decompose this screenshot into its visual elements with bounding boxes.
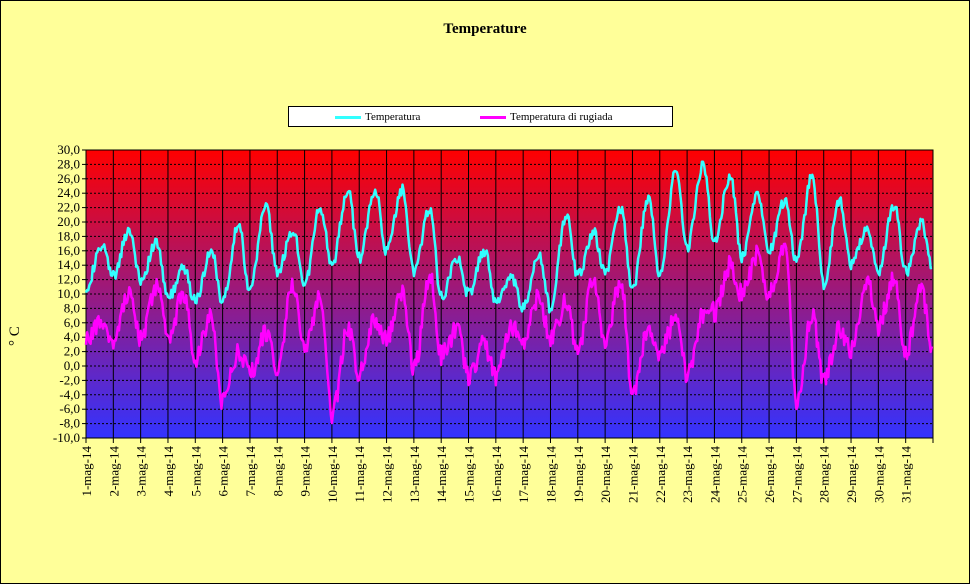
y-tick-label: -10,0 [53, 430, 80, 445]
series-line-rugiada [84, 242, 934, 425]
y-tick-label: -6,0 [59, 401, 80, 416]
x-tick-label: 29-mag-14 [844, 446, 859, 504]
x-tick-label: 6-mag-14 [216, 446, 231, 497]
x-tick-label: 21-mag-14 [625, 446, 640, 504]
x-tick-label: 18-mag-14 [543, 446, 558, 504]
legend-label-temperatura: Temperatura [365, 111, 421, 123]
x-tick-label: 31-mag-14 [899, 446, 914, 504]
x-tick-label: 19-mag-14 [571, 446, 586, 504]
y-tick-label: 14,0 [57, 257, 80, 272]
legend-item-rugiada: Temperatura di rugiada [480, 110, 612, 124]
x-tick-label: 12-mag-14 [380, 446, 395, 504]
y-tick-label: 22,0 [57, 200, 80, 215]
y-tick-label: 12,0 [57, 272, 80, 287]
legend-swatch-temperatura [335, 115, 361, 119]
x-tick-label: 26-mag-14 [762, 446, 777, 504]
y-tick-label: 6,0 [64, 315, 80, 330]
series-line-temperatura [84, 160, 933, 314]
x-tick-label: 28-mag-14 [817, 446, 832, 504]
y-tick-label: 30,0 [57, 142, 80, 157]
y-tick-label: 16,0 [57, 243, 80, 258]
x-tick-label: 1-mag-14 [79, 446, 94, 497]
x-tick-label: 10-mag-14 [325, 446, 340, 504]
y-tick-label: 0,0 [64, 358, 80, 373]
legend-item-temperatura: Temperatura [335, 110, 420, 124]
y-tick-label: 8,0 [64, 300, 80, 315]
y-tick-label: -2,0 [59, 372, 80, 387]
legend: Temperatura Temperatura di rugiada [288, 106, 673, 127]
y-tick-label: -8,0 [59, 416, 80, 431]
y-tick-label: 26,0 [57, 171, 80, 186]
y-tick-label: 4,0 [64, 329, 80, 344]
y-tick-label: 24,0 [57, 185, 80, 200]
y-tick-label: 10,0 [57, 286, 80, 301]
chart-title: Temperature [443, 21, 527, 37]
y-tick-label: 28,0 [57, 156, 80, 171]
x-tick-label: 8-mag-14 [270, 446, 285, 497]
x-tick-label: 13-mag-14 [407, 446, 422, 504]
x-tick-label: 16-mag-14 [489, 446, 504, 504]
plot-border [85, 149, 934, 439]
x-tick-label: 20-mag-14 [598, 446, 613, 504]
x-tick-label: 30-mag-14 [871, 446, 886, 504]
x-tick-label: 4-mag-14 [161, 446, 176, 497]
legend-label-rugiada: Temperatura di rugiada [510, 111, 613, 123]
x-tick-label: 15-mag-14 [462, 446, 477, 504]
y-tick-label: 2,0 [64, 344, 80, 359]
x-tick-label: 23-mag-14 [680, 446, 695, 504]
x-tick-label: 22-mag-14 [653, 446, 668, 504]
x-tick-label: 9-mag-14 [298, 446, 313, 497]
x-tick-label: 24-mag-14 [707, 446, 722, 504]
x-tick-label: 11-mag-14 [352, 446, 367, 503]
y-tick-label: 18,0 [57, 228, 80, 243]
x-tick-label: 25-mag-14 [735, 446, 750, 504]
legend-swatch-rugiada [480, 115, 506, 119]
x-tick-label: 2-mag-14 [106, 446, 121, 497]
y-tick-label: 20,0 [57, 214, 80, 229]
x-tick-label: 27-mag-14 [789, 446, 804, 504]
x-tick-label: 17-mag-14 [516, 446, 531, 504]
y-tick-label: -4,0 [59, 387, 80, 402]
x-tick-label: 14-mag-14 [434, 446, 449, 504]
x-tick-label: 7-mag-14 [243, 446, 258, 497]
x-tick-label: 5-mag-14 [188, 446, 203, 497]
x-tick-label: 3-mag-14 [134, 446, 149, 497]
